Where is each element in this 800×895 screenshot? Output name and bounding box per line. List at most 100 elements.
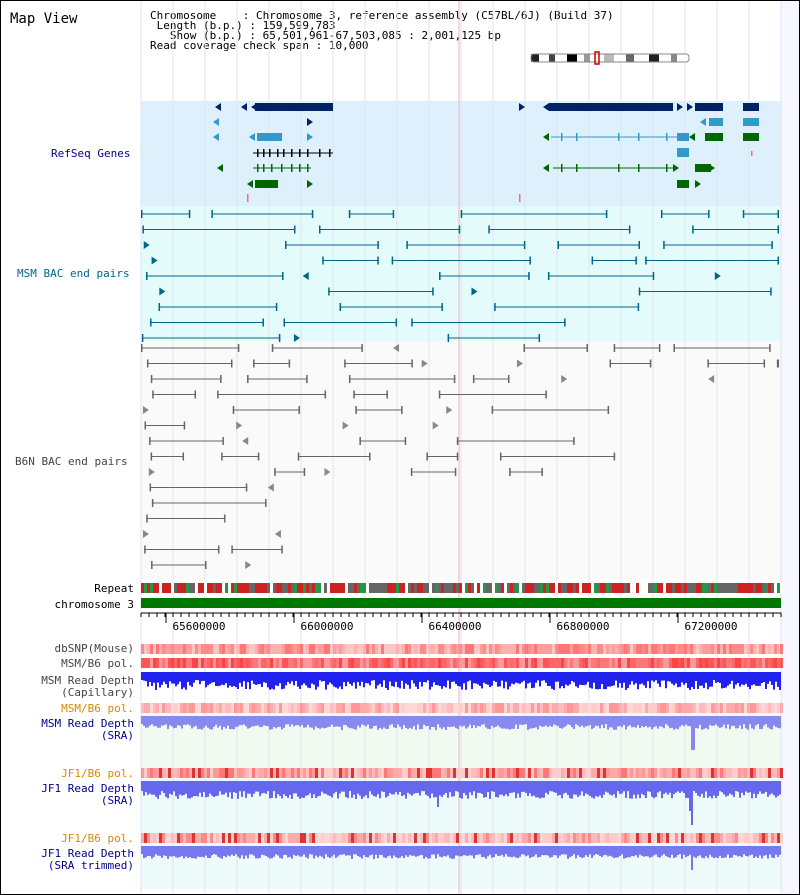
msm-pol2-cell <box>168 703 171 713</box>
repeat-block <box>342 583 345 593</box>
jf1-sra-depth-bar <box>253 781 255 794</box>
repeat-block <box>408 583 411 593</box>
msm-cap-depth-bar <box>737 672 739 684</box>
msm-pol2-cell <box>330 703 333 713</box>
show-value: : 65,501,961-67,503,085 : 2,001,125 bp <box>249 29 502 42</box>
jf1-trim-depth-bar <box>181 846 183 857</box>
jf1-trim-depth-bar <box>279 846 281 858</box>
gene-mark <box>519 194 521 202</box>
jf1-trim-depth-bar <box>391 846 393 859</box>
msm-pol2-cell <box>624 703 627 713</box>
jf1-pol-cell <box>744 768 747 778</box>
repeat-block <box>576 583 579 593</box>
msm-cap-depth-bar <box>693 672 695 689</box>
dbsnp-cell <box>426 644 429 654</box>
gene-exon <box>638 133 640 141</box>
jf1-pol-cell <box>759 768 762 778</box>
msm-sra-depth-bar <box>299 716 301 727</box>
msm-pol2-cell <box>375 703 378 713</box>
jf1-pol2-cell <box>195 833 198 843</box>
msm-pol2-cell <box>705 703 708 713</box>
jf1-trim-depth-bar <box>747 846 749 857</box>
msm-sra-depth-bar <box>661 716 663 727</box>
jf1-sra-depth-bar <box>527 781 529 796</box>
msm-sra-depth-bar <box>387 716 389 729</box>
jf1-sra-depth-bar <box>565 781 567 793</box>
jf1-sra-depth-bar <box>691 781 693 825</box>
jf1-trim-depth-bar <box>715 846 717 858</box>
msm-sra-depth-bar <box>667 716 669 726</box>
repeat-block <box>513 583 516 593</box>
jf1-sra-depth-bar <box>373 781 375 797</box>
msm-pol-cell <box>672 658 675 668</box>
b6n-bac-end <box>446 406 453 414</box>
jf1-sra-depth-bar <box>415 781 417 794</box>
jf1-pol-cell <box>765 768 768 778</box>
dbsnp-cell <box>672 644 675 654</box>
jf1-pol-cell <box>318 768 321 778</box>
msm-sra-depth-bar <box>393 716 395 728</box>
dbsnp-cell <box>663 644 666 654</box>
jf1-sra-depth-bar <box>451 781 453 797</box>
jf1-sra-depth-bar <box>377 781 379 795</box>
msm-cap-depth-bar <box>465 672 467 690</box>
repeat-block <box>723 583 726 593</box>
repeat-block <box>495 583 498 593</box>
msm-pol-cell <box>165 658 168 668</box>
jf1-trim-depth-bar <box>713 846 715 859</box>
msm-cap-depth-bar <box>353 672 355 683</box>
dbsnp-cell <box>597 644 600 654</box>
jf1-pol-cell <box>627 768 630 778</box>
dbsnp-cell <box>510 644 513 654</box>
repeat-block <box>768 583 771 593</box>
msm-cap-depth-bar <box>649 672 651 689</box>
jf1-sra-depth-bar <box>151 781 153 795</box>
msm-cap-depth-bar <box>647 672 649 682</box>
dbsnp-cell <box>714 644 717 654</box>
jf1-pol-cell <box>651 768 654 778</box>
msm-pol2-cell <box>498 703 501 713</box>
jf1-pol-cell <box>696 768 699 778</box>
coverage-value: : 10,000 <box>315 39 369 52</box>
msm-sra-depth-bar <box>545 716 547 726</box>
msm-pol2-cell <box>306 703 309 713</box>
msm-sra-depth-bar <box>361 716 363 725</box>
repeat-block <box>219 583 222 593</box>
msm-sra-depth-bar <box>337 716 339 727</box>
msm-cap-depth-bar <box>261 672 263 687</box>
jf1-trim-depth-bar <box>153 846 155 857</box>
jf1-pol-cell <box>360 768 363 778</box>
msm-cap-depth-bar <box>659 672 661 687</box>
jf1-sra-depth-bar <box>265 781 267 794</box>
jf1-pol2-cell <box>294 833 297 843</box>
dbsnp-cell <box>297 644 300 654</box>
msm-sra-depth-bar <box>411 716 413 729</box>
msm-sra-depth-bar <box>257 716 259 726</box>
jf1-trim-depth-bar <box>335 846 337 858</box>
jf1-trim-depth-bar <box>617 846 619 858</box>
jf1-sra-depth-bar <box>403 781 405 795</box>
msm-bac-pair-end <box>275 303 278 311</box>
msm-sra-depth-bar <box>425 716 427 727</box>
jf1-pol2-cell <box>600 833 603 843</box>
msm-cap-depth-bar <box>575 672 577 687</box>
jf1-trim-depth-bar <box>551 846 553 858</box>
jf1-pol2-cell <box>492 833 495 843</box>
jf1-sra-depth-bar <box>483 781 485 798</box>
msm-sra-depth-bar <box>223 716 225 727</box>
msm-pol-cell <box>330 658 333 668</box>
repeat-block <box>345 583 348 593</box>
jf1-sra-depth-bar <box>259 781 261 797</box>
jf1-trim-depth-bar <box>577 846 579 856</box>
jf1-sra-depth-bar <box>317 781 319 797</box>
dbsnp-cell <box>546 644 549 654</box>
jf1-trim-depth-bar <box>245 846 247 856</box>
msm-pol-cell <box>216 658 219 668</box>
msm-cap-depth-bar <box>617 672 619 688</box>
b6n-bac-pair-end <box>359 437 361 445</box>
jf1-sra-depth-bar <box>143 781 145 796</box>
msm-sra-depth-bar <box>415 716 417 730</box>
repeat-block <box>753 583 756 593</box>
dbsnp-cell <box>183 644 186 654</box>
